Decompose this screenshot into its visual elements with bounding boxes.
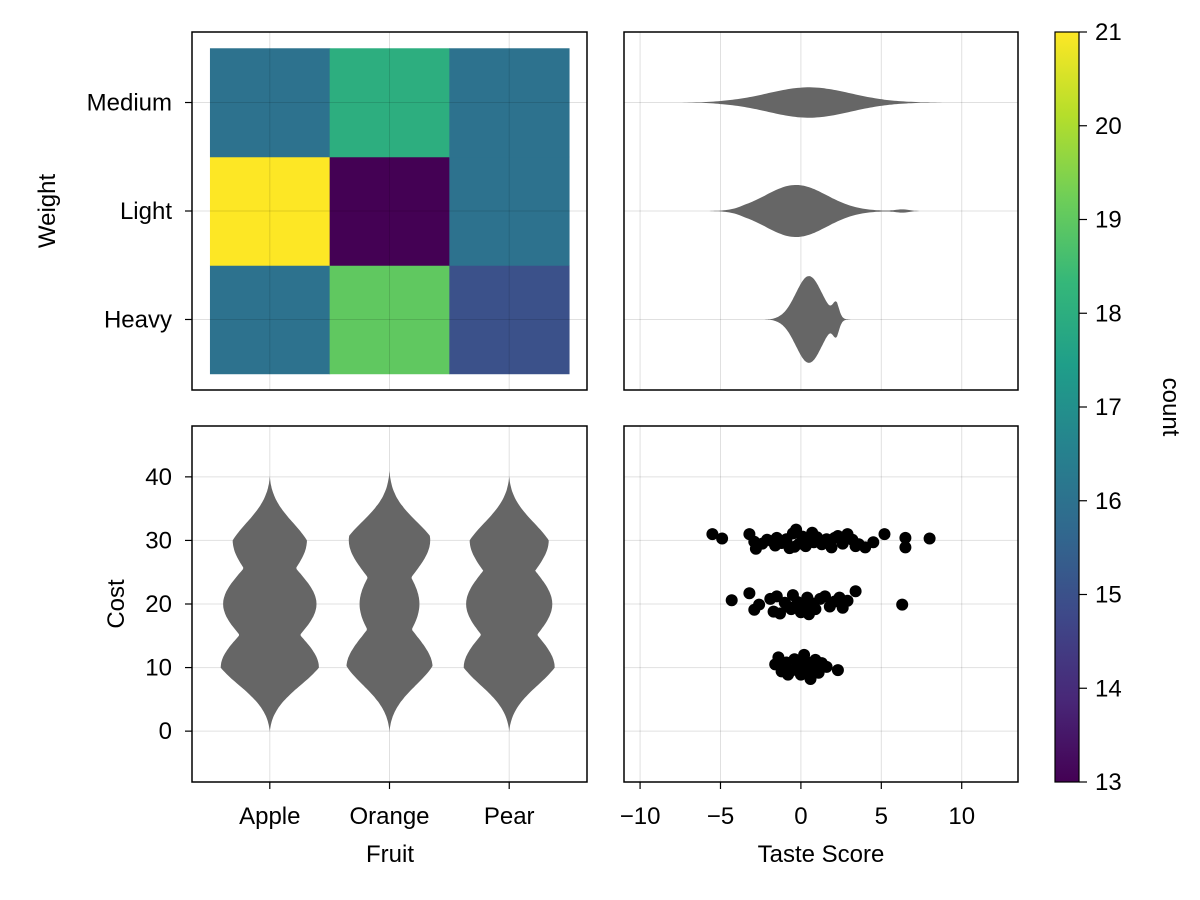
scatter-point <box>743 587 756 600</box>
heatmap-cell <box>209 48 331 158</box>
scatter-point <box>831 664 844 677</box>
scatter-point <box>725 594 738 607</box>
x-tick-label: 10 <box>948 803 975 830</box>
scatter-point <box>849 540 862 553</box>
x-tick-label: 0 <box>794 803 807 830</box>
violin-medium <box>672 87 962 118</box>
plot-frame <box>623 31 1019 391</box>
colorbar: 13 14 15 16 17 18 19 20 21 <box>1054 19 1122 796</box>
scatter-point <box>769 539 782 552</box>
heatmap-cell <box>329 265 450 375</box>
colorbar-tick-label: 17 <box>1095 394 1122 421</box>
y-tick-label: 20 <box>145 591 172 618</box>
scatter-point <box>706 528 719 541</box>
scatter-point <box>788 540 801 553</box>
scatter-panel: −10 −5 0 5 10 <box>620 425 1019 830</box>
y-tick-label: 10 <box>145 655 172 682</box>
y-axis-label-weight: Weight <box>34 174 61 249</box>
scatter-point <box>753 598 766 611</box>
x-tick-label: −10 <box>620 803 661 830</box>
colorbar-tick-label: 15 <box>1095 582 1122 609</box>
colorbar-tick-label: 16 <box>1095 488 1122 515</box>
x-tick-label: Orange <box>349 803 429 830</box>
scatter-point <box>798 648 811 661</box>
violin-pear <box>463 476 555 732</box>
heatmap-panel: Heavy Light Medium <box>87 31 588 391</box>
heatmap-cell <box>449 156 570 266</box>
y-tick-label: 40 <box>145 464 172 491</box>
scatter-point <box>820 660 833 673</box>
heatmap-cell <box>329 48 450 158</box>
colorbar-tick-label: 18 <box>1095 300 1122 327</box>
heatmap-cell <box>209 156 331 266</box>
plot-frame <box>623 425 1019 783</box>
colorbar-tick-label: 14 <box>1095 675 1122 702</box>
scatter-point <box>923 532 936 545</box>
y-tick-label: Light <box>120 198 172 225</box>
vertical-violin-panel: 0 10 20 30 40 Apple Orange Pear <box>145 425 588 830</box>
x-axis-label-taste-score: Taste Score <box>758 841 885 868</box>
violin-apple <box>220 476 319 732</box>
heatmap-cell <box>449 265 570 375</box>
scatter-point <box>849 585 862 598</box>
x-tick-label: Apple <box>239 803 300 830</box>
y-tick-label: 30 <box>145 527 172 554</box>
x-axis-label-fruit: Fruit <box>366 841 414 868</box>
scatter-point <box>804 673 817 685</box>
scatter-point <box>802 608 815 621</box>
x-tick-label: Pear <box>484 803 535 830</box>
heatmap-cell <box>209 265 331 375</box>
colorbar-tick-label: 13 <box>1095 769 1122 796</box>
scatter-point <box>767 605 780 618</box>
heatmap-cell <box>449 48 570 158</box>
scatter-point <box>716 532 729 545</box>
colorbar-tick-label: 21 <box>1095 19 1122 46</box>
scatter-point <box>896 598 909 611</box>
scatter-point <box>899 541 912 554</box>
scatter-point <box>899 531 912 544</box>
violin-light <box>707 185 922 237</box>
scatter-point <box>878 528 891 541</box>
y-tick-label: 0 <box>159 718 172 745</box>
x-tick-label: 5 <box>875 803 888 830</box>
scatter-point <box>806 526 819 539</box>
points-group <box>706 523 936 685</box>
y-tick-label: Heavy <box>104 306 172 333</box>
colorbar-tick-label: 20 <box>1095 113 1122 140</box>
colorbar-label: count <box>1157 378 1184 437</box>
violin-group <box>672 87 962 363</box>
horizontal-violin-panel <box>623 31 1019 391</box>
scatter-point <box>775 665 788 678</box>
heatmap-cell <box>329 156 450 266</box>
scatter-point <box>867 536 880 549</box>
colorbar-tick-label: 19 <box>1095 207 1122 234</box>
scatter-point <box>833 591 846 604</box>
violin-heavy <box>760 276 853 363</box>
x-tick-label: −5 <box>707 803 734 830</box>
colorbar-gradient <box>1055 32 1079 782</box>
violin-orange <box>346 470 433 732</box>
y-axis-label-cost: Cost <box>103 579 130 629</box>
y-tick-label: Medium <box>87 90 172 117</box>
scatter-point <box>819 590 831 603</box>
scatter-point <box>785 603 798 616</box>
scatter-point <box>828 531 841 544</box>
violin-group <box>220 470 555 732</box>
scatter-point <box>811 655 823 668</box>
